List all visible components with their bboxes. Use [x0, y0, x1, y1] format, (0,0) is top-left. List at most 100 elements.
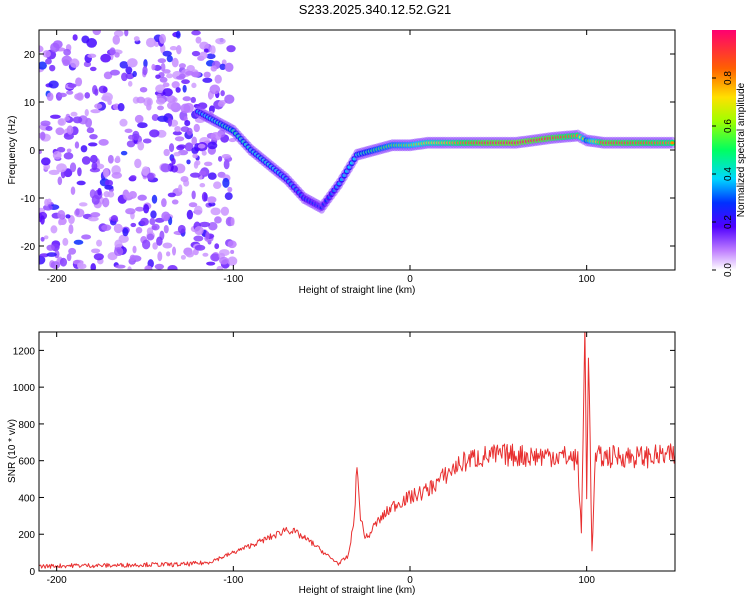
spectrogram-y-axis-label: Frequency (Hz)	[7, 116, 18, 185]
spectrogram-noise-cell	[154, 217, 165, 223]
spectrogram-noise-cell	[162, 50, 172, 57]
chart-title: S233.2025.340.12.52.G21	[299, 2, 452, 17]
spectrogram-noise-cell	[76, 92, 84, 101]
spectrogram-noise-cell	[42, 50, 51, 58]
spectrogram-noise-cell	[199, 183, 206, 188]
spectrogram-noise-cell	[76, 180, 86, 186]
spectrogram-noise-cell	[87, 142, 98, 147]
spectrogram-noise-cell	[167, 117, 173, 127]
spectrogram-noise-cell	[109, 47, 116, 56]
spectrogram-noise-cell	[81, 156, 91, 165]
spectrogram-noise-cell	[112, 35, 121, 45]
spectrogram-noise-cell	[189, 172, 201, 178]
spectrogram-noise-cell	[135, 226, 143, 234]
spectrogram-noise-cell	[159, 76, 168, 83]
colorbar-tick-label: 0.4	[723, 167, 734, 181]
spectrogram-noise-cell	[202, 77, 213, 83]
spectrogram-noise-cell	[169, 46, 178, 51]
spectrogram-noise-cell	[203, 48, 209, 53]
spectrogram-noise-cell	[209, 45, 216, 55]
spectrogram-noise-cell	[224, 94, 235, 104]
spectrogram-noise-cell	[219, 63, 226, 71]
spectrogram-noise-cell	[191, 136, 198, 146]
colorbar-tick-label: 0.2	[723, 215, 734, 229]
spectrogram-noise-cell	[227, 240, 237, 249]
spectrogram-noise-cell	[109, 69, 120, 76]
spectrogram-noise-cell	[220, 90, 225, 97]
spectrogram-noise-cell	[174, 126, 181, 133]
spectrogram-noise-cell	[205, 231, 210, 240]
spectrogram-noise-cell	[224, 62, 234, 73]
spectrogram-noise-cell	[181, 79, 190, 85]
spectrogram-noise-cell	[171, 57, 179, 68]
spectrogram-noise-cell	[58, 219, 63, 226]
spectrogram-noise-cell	[171, 199, 179, 205]
snr-x-tick-label: 100	[578, 575, 595, 586]
spectrogram-noise-cell	[87, 216, 99, 222]
spectrogram-noise-cell	[203, 161, 213, 167]
spectrogram-noise-cell	[50, 114, 61, 119]
spectrogram-noise-cell	[69, 58, 80, 69]
spectrogram-noise-cell	[162, 82, 170, 88]
spectrogram-noise-cell	[50, 225, 58, 234]
spectrogram-noise-cell	[176, 44, 182, 55]
spectrogram-noise-cell	[97, 187, 102, 196]
spectrogram-noise-cell	[161, 211, 171, 221]
spectrogram-noise-cell	[73, 239, 84, 245]
spectrogram-noise-cell	[230, 217, 235, 226]
spectrogram-noise-cell	[104, 179, 114, 187]
spectrogram-noise-cell	[66, 253, 72, 262]
spectrogram-noise-cell	[149, 217, 156, 226]
spectrogram-noise-cell	[102, 197, 110, 208]
spectrogram-noise-cell	[125, 66, 133, 75]
spectrogram-noise-cell	[178, 184, 183, 193]
snr-plot-area	[39, 332, 675, 571]
spectrogram-noise-cell	[142, 65, 148, 76]
spectrogram-noise-cell	[115, 264, 126, 269]
spectrogram-noise-cell	[134, 158, 142, 169]
spectrogram-noise-cell	[102, 86, 108, 93]
spectrogram-noise-cell	[149, 129, 160, 138]
spectrogram-noise-cell	[157, 105, 164, 111]
spectrogram-noise-cell	[207, 172, 217, 180]
spectrogram-noise-cell	[125, 193, 133, 199]
spectrogram-noise-cell	[66, 125, 74, 135]
spectrogram-x-tick-label: 0	[407, 274, 413, 285]
spectrogram-noise-cell	[127, 80, 133, 87]
spectrogram-noise-cell	[208, 221, 218, 231]
spectrogram-noise-cell	[107, 154, 114, 164]
spectrogram-noise-cell	[220, 206, 230, 216]
spectrogram-noise-cell	[65, 214, 71, 219]
spectrogram-noise-cell	[75, 208, 80, 216]
snr-x-ticks: -200 -100 0 100	[47, 332, 595, 586]
spectrogram-noise-cell	[132, 130, 140, 141]
snr-x-axis-label: Height of straight line (km)	[299, 585, 416, 596]
spectrogram-noise-cell	[172, 130, 182, 136]
colorbar-label: Normalized spectral amplitude	[736, 82, 747, 217]
spectrogram-noise-cell	[163, 148, 170, 157]
spectrogram-noise-cell	[125, 72, 135, 80]
spectrogram-noise-cell	[75, 77, 83, 87]
spectrogram-noise-cell	[127, 266, 132, 270]
spectrogram-noise-cell	[117, 103, 125, 112]
spectrogram-noise-cell	[45, 58, 52, 65]
snr-y-tick-label: 200	[18, 530, 35, 541]
spectrogram-y-tick-label: -10	[21, 194, 36, 205]
spectrogram-noise-cell	[113, 246, 124, 257]
spectrogram-noise-cell	[199, 51, 208, 60]
spectrogram-noise-cell	[52, 150, 62, 160]
spectrogram-noise-cell	[190, 96, 196, 104]
spectrogram-noise-cell	[182, 84, 187, 93]
spectrogram-noise-cell	[90, 154, 98, 164]
spectrogram-noise-cell	[151, 63, 156, 71]
spectrogram-noise-cell	[54, 250, 60, 259]
spectrogram-noise-cell	[80, 145, 88, 153]
spectrogram-noise-cell	[197, 143, 206, 149]
spectrogram-noise-cell	[137, 122, 148, 129]
spectrogram-noise-cell	[63, 48, 71, 56]
spectrogram-noise-cell	[142, 239, 151, 250]
spectrogram-noise-cell	[122, 227, 129, 237]
spectrogram-noise-cell	[193, 235, 204, 242]
colorbar-tick-label: 0.0	[723, 263, 734, 277]
spectrogram-noise-cell	[66, 148, 72, 153]
